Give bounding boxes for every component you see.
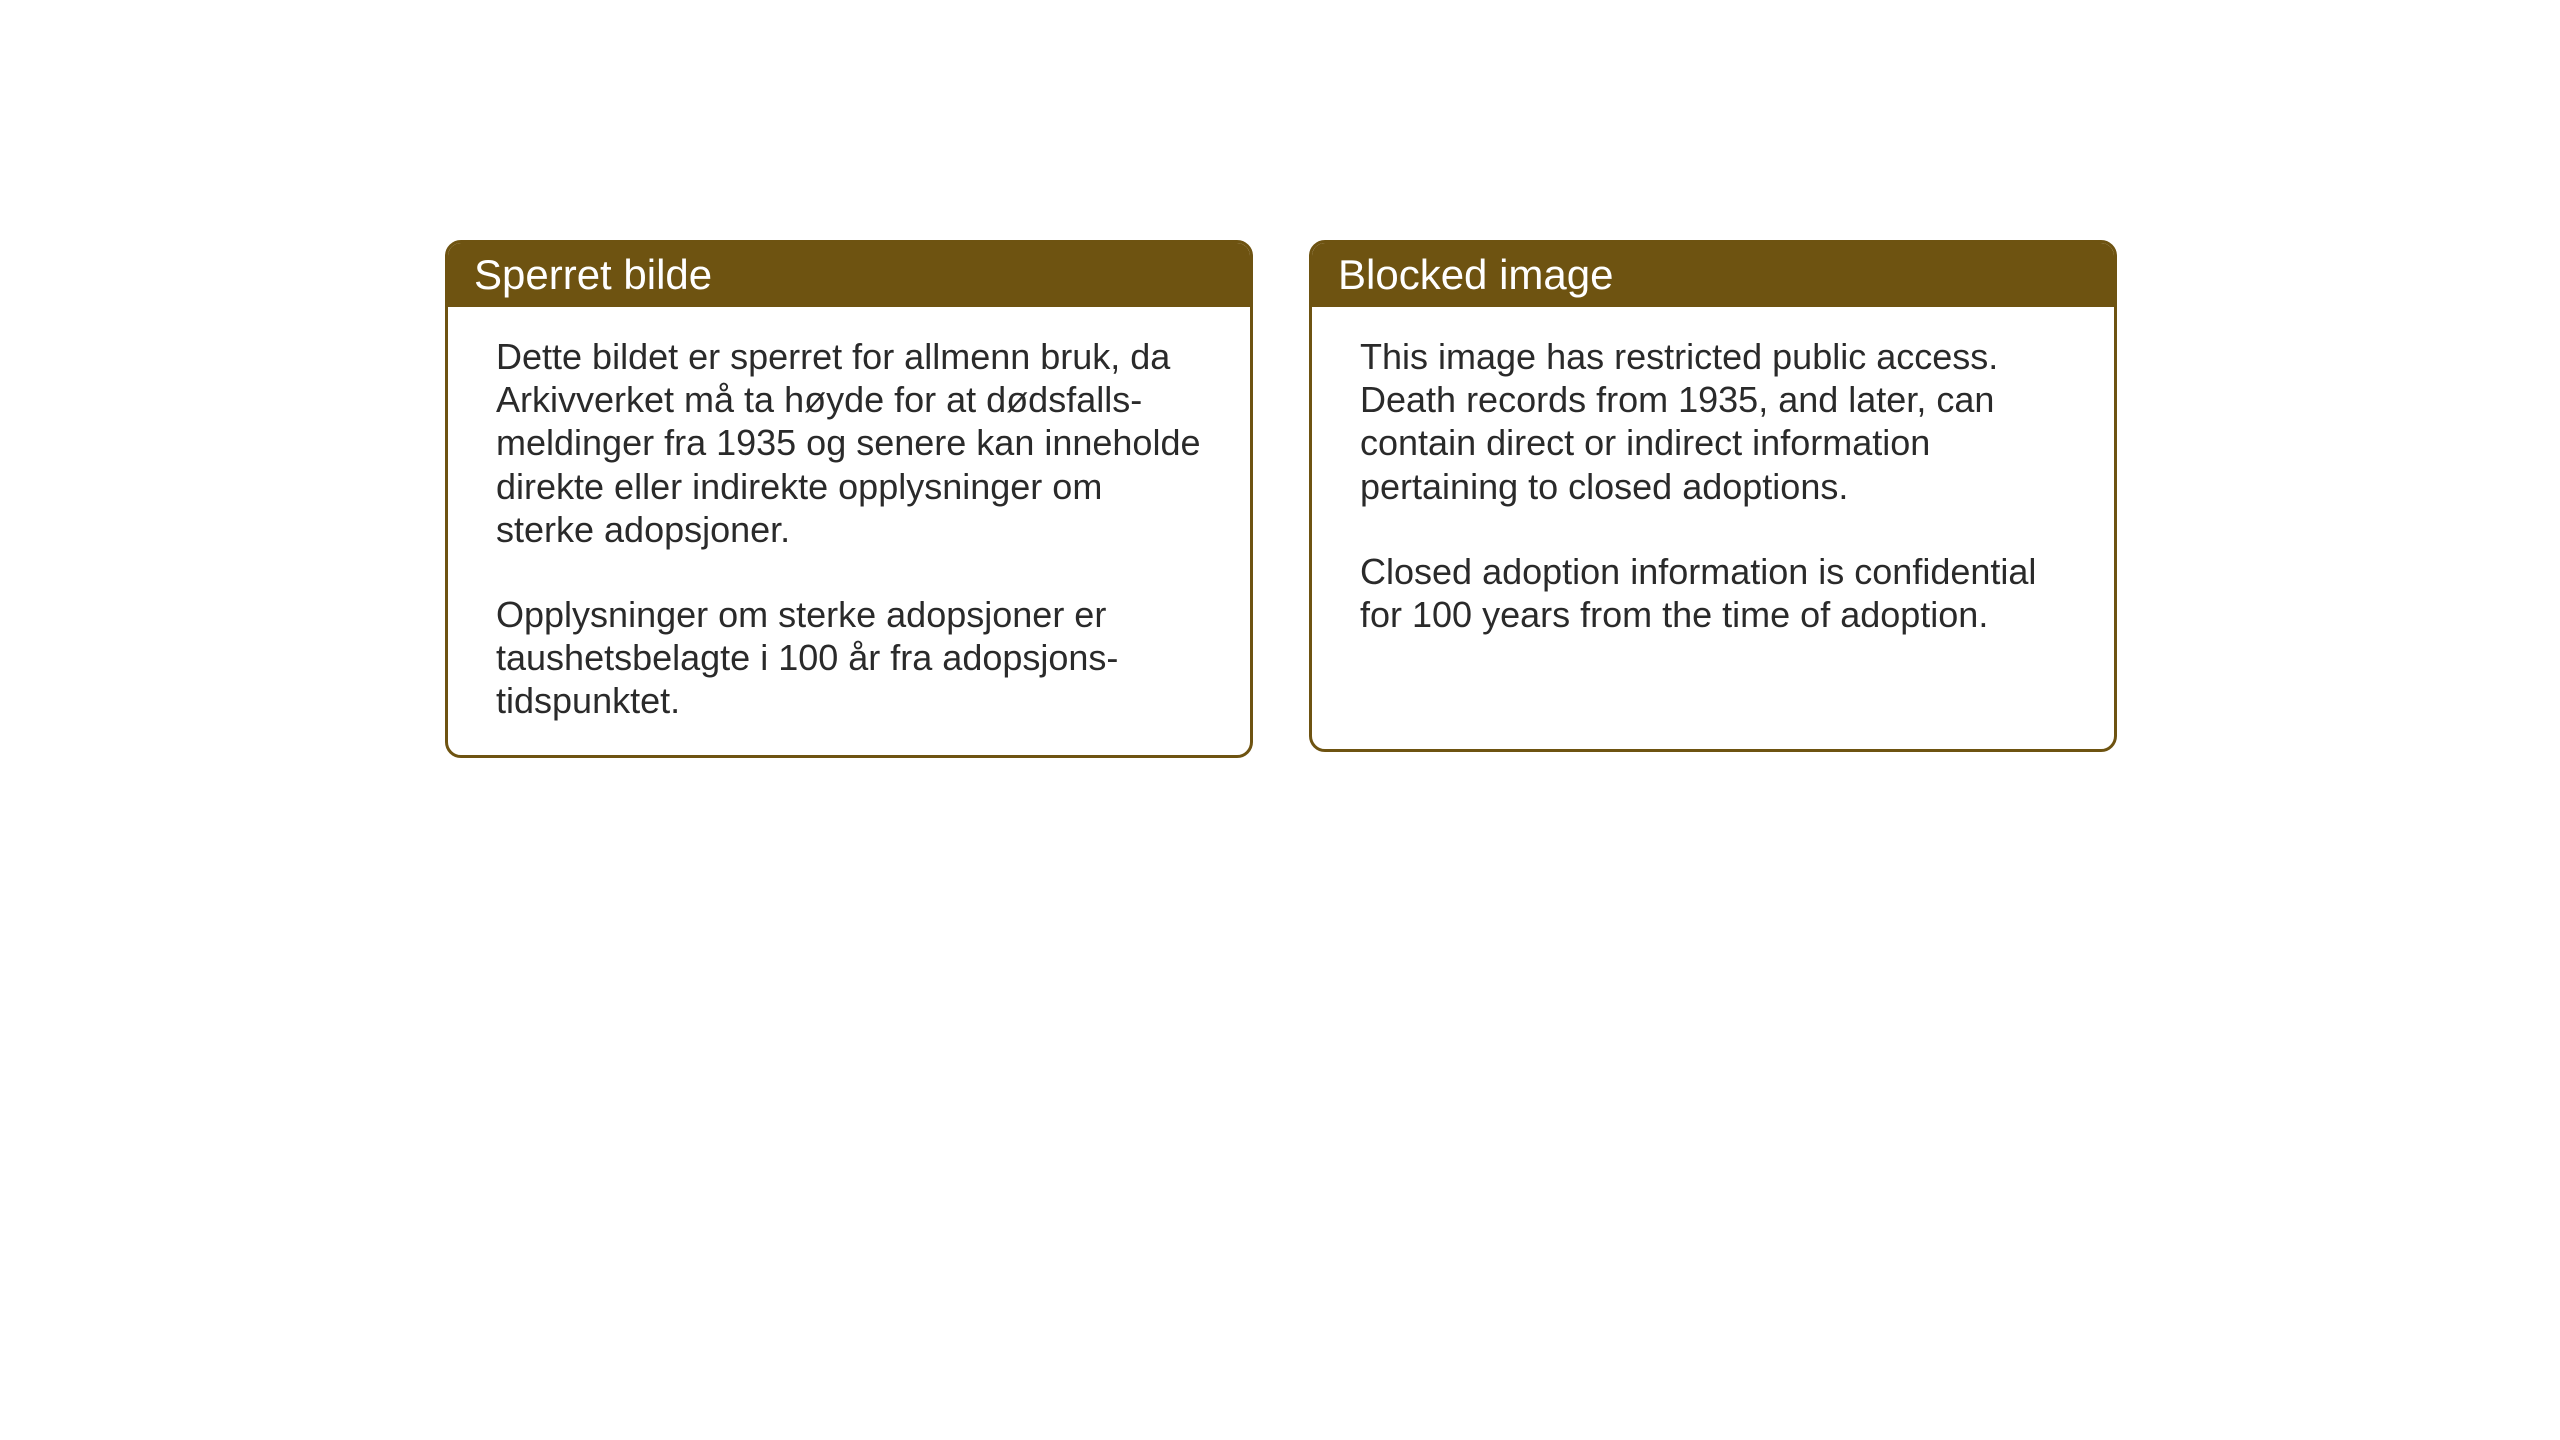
english-card-body: This image has restricted public access.…: [1312, 307, 2114, 668]
norwegian-card-title: Sperret bilde: [448, 243, 1250, 307]
norwegian-notice-card: Sperret bilde Dette bildet er sperret fo…: [445, 240, 1253, 758]
norwegian-paragraph-2: Opplysninger om sterke adopsjoner er tau…: [496, 593, 1202, 723]
english-notice-card: Blocked image This image has restricted …: [1309, 240, 2117, 752]
norwegian-card-body: Dette bildet er sperret for allmenn bruk…: [448, 307, 1250, 755]
english-paragraph-1: This image has restricted public access.…: [1360, 335, 2066, 508]
norwegian-paragraph-1: Dette bildet er sperret for allmenn bruk…: [496, 335, 1202, 551]
english-card-title: Blocked image: [1312, 243, 2114, 307]
english-paragraph-2: Closed adoption information is confident…: [1360, 550, 2066, 636]
notice-cards-container: Sperret bilde Dette bildet er sperret fo…: [445, 240, 2117, 758]
